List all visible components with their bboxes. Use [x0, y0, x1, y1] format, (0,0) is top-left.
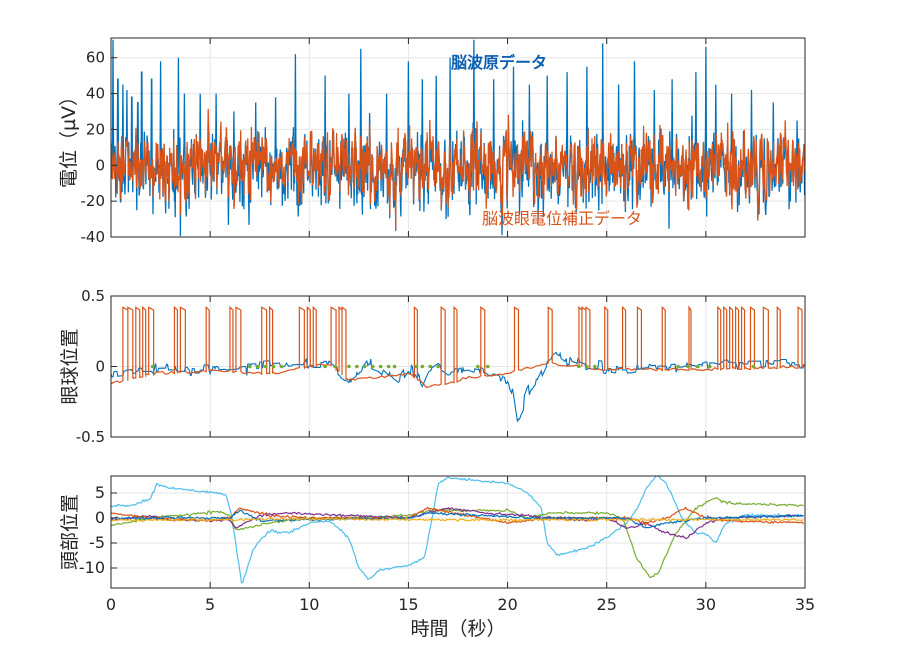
eye-green-marker	[676, 364, 680, 369]
eye-green-marker	[355, 364, 359, 369]
head-light-blue-line	[111, 476, 804, 584]
eye-axes: -0.5 0 0.5 眼球位置	[59, 287, 806, 446]
x-tick-label: 20	[497, 595, 517, 614]
corrected-eeg-annotation: 脳波眼電位補正データ	[482, 209, 642, 228]
head-green-line	[111, 497, 804, 579]
y-tick-label: -5	[89, 533, 105, 552]
eye-green-marker	[577, 364, 581, 369]
time-xlabel: 時間（秒）	[410, 618, 505, 640]
eye-green-marker	[370, 364, 375, 369]
eye-green-marker	[593, 364, 597, 369]
x-tick-label: 10	[299, 595, 319, 614]
eye-green-marker	[363, 364, 367, 369]
eye-green-marker	[248, 364, 252, 369]
x-tick-label: 5	[205, 595, 215, 614]
y-tick-label: 0	[95, 508, 105, 527]
eye-ylabel: 眼球位置	[59, 328, 81, 404]
eye-green-marker	[708, 364, 712, 369]
x-tick-label: 15	[398, 595, 418, 614]
eye-green-marker	[386, 364, 391, 369]
eye-green-marker	[271, 364, 276, 369]
eye-green-marker	[347, 364, 351, 369]
eeg-ylabel: 電位（µV）	[58, 87, 80, 188]
x-tick-label: 35	[795, 595, 815, 614]
head-blue-line	[111, 509, 804, 529]
eye-green-marker	[150, 364, 155, 369]
eye-green-marker	[485, 364, 490, 369]
y-tick-label: -40	[81, 228, 106, 246]
eye-green-marker	[255, 364, 260, 369]
eye-green-marker	[378, 364, 383, 369]
y-tick-label: 0.5	[81, 287, 105, 305]
series-group	[111, 305, 805, 422]
eye-green-marker	[751, 364, 756, 369]
y-tick-label: 20	[86, 120, 105, 138]
y-tick-label: -20	[81, 192, 106, 210]
y-tick-label: 60	[86, 49, 105, 67]
eye-orange-line	[111, 305, 805, 389]
x-tick-label: 0	[106, 595, 116, 614]
y-tick-label: 0	[95, 156, 105, 174]
eye-green-marker	[476, 364, 480, 369]
x-tick-label: 30	[696, 595, 716, 614]
eye-green-marker	[333, 364, 337, 369]
corrected-eeg-line	[111, 108, 805, 230]
eye-green-marker	[686, 364, 690, 369]
head-ylabel: 頭部位置	[59, 494, 81, 570]
raw-eeg-annotation: 脳波原データ	[451, 53, 547, 72]
y-tick-label: 40	[86, 85, 105, 103]
plot-area	[111, 476, 805, 588]
y-tick-label: 5	[95, 483, 105, 502]
y-tick-label: -10	[79, 558, 105, 577]
y-tick-label: 0	[95, 358, 105, 376]
eye-green-marker	[428, 364, 433, 369]
eye-green-marker	[414, 364, 419, 369]
series-group	[111, 39, 805, 237]
eye-green-marker	[585, 364, 589, 369]
x-tick-label: 25	[597, 595, 617, 614]
head-yellow-line	[111, 516, 804, 523]
eye-green-marker	[279, 364, 284, 369]
eye-green-marker	[436, 364, 440, 369]
eye-green-marker	[263, 364, 268, 369]
y-tick-label: -0.5	[76, 428, 105, 446]
series-group	[111, 476, 805, 584]
eye-green-marker	[323, 364, 327, 369]
eye-green-marker	[420, 364, 425, 369]
axes-box	[110, 37, 806, 238]
eye-green-marker	[696, 364, 700, 369]
eye-green-marker	[392, 364, 397, 369]
axes-box	[110, 475, 806, 589]
